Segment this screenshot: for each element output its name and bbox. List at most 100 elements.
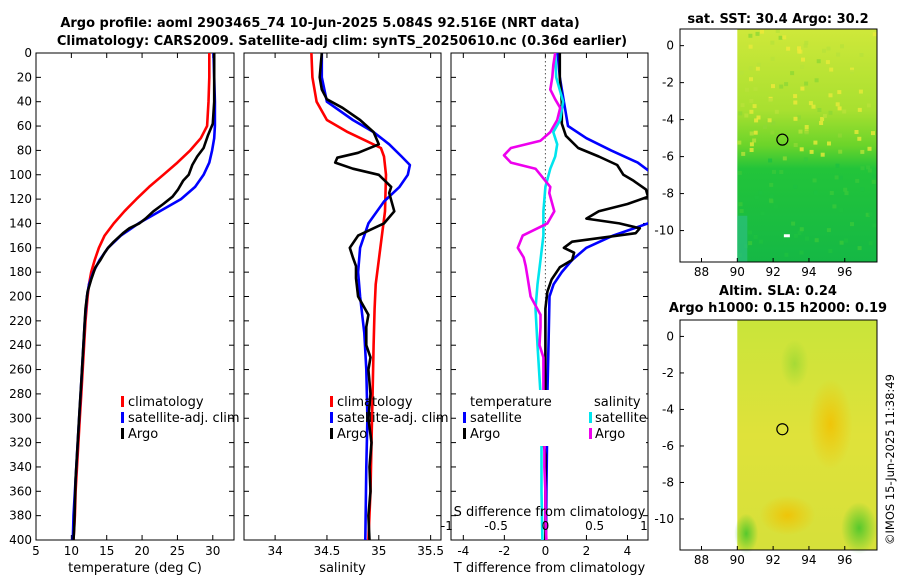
x-tick-label: 30 <box>205 544 220 558</box>
sst-cell <box>800 86 805 91</box>
series-group <box>310 53 412 540</box>
sst-cell <box>866 165 871 170</box>
sst-cell <box>857 246 862 251</box>
sst-cell <box>768 198 773 203</box>
sst-cell <box>752 138 757 143</box>
legend-label-t-argo: Argo <box>470 427 500 442</box>
x-tick-label: 88 <box>694 265 709 279</box>
sst-cell <box>829 191 834 195</box>
legend-label-t-satellite: satellite <box>470 411 522 426</box>
plot-frame <box>35 52 235 541</box>
legend-swatch-t-satellite <box>463 412 466 423</box>
sst-cell <box>790 71 795 76</box>
sst-cell <box>749 77 753 82</box>
y-tick-label: -4 <box>662 113 674 127</box>
sst-cell <box>767 118 772 123</box>
sst-cell <box>805 236 809 241</box>
s-axis-label: S difference from climatology <box>454 505 646 520</box>
sst-cell <box>859 53 864 57</box>
legend-swatch-t-argo <box>463 428 466 439</box>
sst-cell <box>804 40 809 45</box>
legend-swatch-climatology <box>330 396 333 407</box>
float-position-marker <box>776 423 789 436</box>
sst-cell <box>748 33 753 38</box>
sla-high-anomaly <box>759 495 816 536</box>
sst-cell <box>822 48 826 53</box>
sst-cell <box>835 102 840 107</box>
sst-cell <box>737 170 742 175</box>
legend-label-climatology: climatology <box>128 395 204 410</box>
sst-cell <box>797 46 801 51</box>
sst-cell <box>744 113 749 118</box>
sst-cell <box>813 190 818 195</box>
x-tick-label: 92 <box>765 553 780 567</box>
sst-cell <box>820 117 825 121</box>
y-tick-label: -10 <box>654 224 674 238</box>
sst-cell <box>829 67 834 72</box>
legend-header-temperature: temperature <box>470 395 552 410</box>
sst-cell <box>817 108 822 112</box>
sst-cell <box>816 59 821 64</box>
sst-cell <box>872 32 877 37</box>
sst-cell <box>769 182 774 187</box>
x-tick-label: -2 <box>498 544 510 558</box>
legend-swatch-argo <box>121 428 124 439</box>
sst-cell <box>803 157 808 162</box>
sst-cell <box>738 202 743 207</box>
salinity-profile-plot: 34 34.5 35 35.5 salinity <box>243 52 444 576</box>
plot-frame <box>243 52 442 541</box>
sst-cell <box>839 208 844 213</box>
salinity-legend: climatology satellite-adj. clim Argo <box>330 395 449 442</box>
sst-cell <box>740 103 745 108</box>
s-tick-label: -1 <box>441 519 453 533</box>
sst-cell <box>793 100 798 105</box>
sst-cell <box>868 211 873 216</box>
sst-cell <box>748 44 753 49</box>
y-tick-label: -4 <box>662 402 674 416</box>
sst-cell <box>803 43 808 48</box>
sst-cell <box>782 156 787 161</box>
sst-cell <box>771 121 776 126</box>
sst-cell <box>755 31 760 36</box>
sst-cell <box>749 148 754 152</box>
y-tick-label: 80 <box>17 143 32 157</box>
y-tick-label: 60 <box>17 119 32 133</box>
series-line-argo <box>72 53 216 540</box>
y-tick-label: 160 <box>9 241 32 255</box>
sst-cell <box>778 35 783 40</box>
sst-cell <box>860 187 865 192</box>
map-frame <box>679 319 878 551</box>
sst-cell <box>826 228 831 233</box>
y-tick-label: 220 <box>9 314 32 328</box>
sst-cell <box>828 110 833 115</box>
sst-cell <box>770 40 775 45</box>
y-tick-label: 240 <box>9 338 32 352</box>
sst-cell <box>760 29 764 34</box>
sst-cell <box>748 66 753 71</box>
sst-cell <box>872 223 877 228</box>
legend-label-satellite: satellite-adj. clim <box>128 411 240 426</box>
y-tick-label: 20 <box>17 70 32 84</box>
sst-cell <box>844 238 849 243</box>
x-tick-label: 34.5 <box>314 544 341 558</box>
sst-cell <box>745 87 749 92</box>
sst-cell <box>854 130 859 134</box>
legend-label-s-satellite: satellite <box>595 411 647 426</box>
x-tick-label: 15 <box>99 544 114 558</box>
sst-cell <box>850 69 854 74</box>
x-tick-label: 2 <box>583 544 591 558</box>
y-tick-label: 380 <box>9 509 32 523</box>
sst-cell-cool <box>737 215 748 262</box>
sst-cell <box>763 125 767 129</box>
sst-cell <box>748 230 752 235</box>
s-tick-label: 1 <box>640 519 648 533</box>
sst-cell <box>741 151 746 156</box>
sst-cell <box>804 130 809 135</box>
sst-cell <box>860 149 865 154</box>
sst-cloud-gap <box>783 234 790 238</box>
x-axis-label: salinity <box>319 561 366 576</box>
series-line-argo <box>318 53 396 540</box>
sst-cell <box>769 194 774 199</box>
s-tick-label: 0 <box>542 519 550 533</box>
y-tick-label: 180 <box>9 265 32 279</box>
